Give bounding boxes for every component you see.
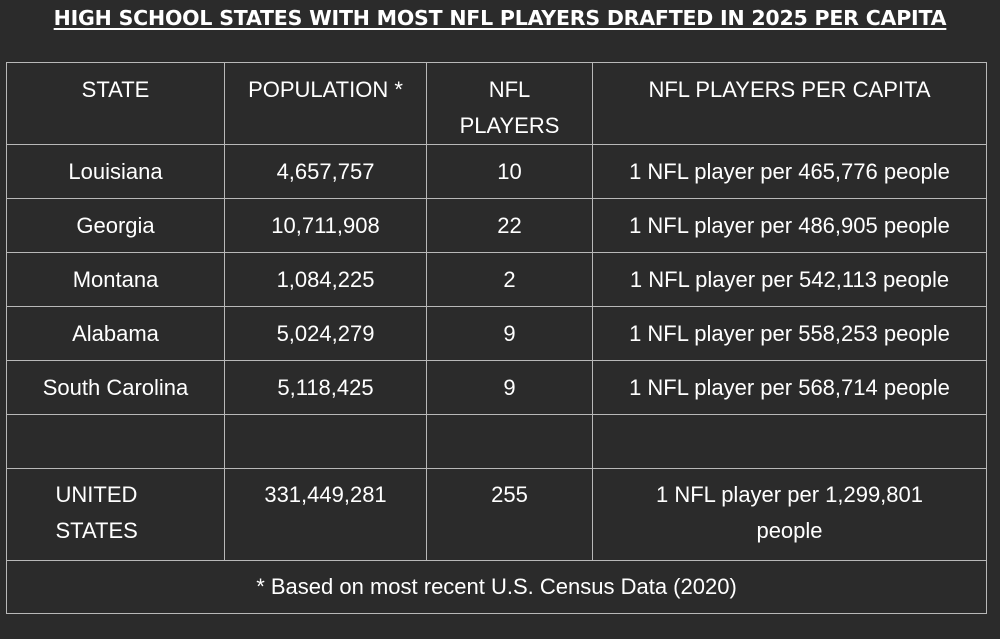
blank-cell xyxy=(592,414,987,469)
column-header-state: STATE xyxy=(6,62,225,145)
blank-row xyxy=(6,414,987,469)
footnote-row: * Based on most recent U.S. Census Data … xyxy=(6,560,987,614)
total-per-capita: 1 NFL player per 1,299,801 people xyxy=(592,468,987,561)
cell-state: Alabama xyxy=(6,306,225,361)
blank-cell xyxy=(224,414,427,469)
header-row: STATE POPULATION * NFL PLAYERS NFL PLAYE… xyxy=(6,62,987,145)
cell-per-capita: 1 NFL player per 568,714 people xyxy=(592,360,987,415)
cell-nfl-players: 22 xyxy=(426,198,593,253)
total-population: 331,449,281 xyxy=(224,468,427,561)
cell-population: 5,024,279 xyxy=(224,306,427,361)
blank-cell xyxy=(426,414,593,469)
cell-population: 5,118,425 xyxy=(224,360,427,415)
cell-per-capita: 1 NFL player per 542,113 people xyxy=(592,252,987,307)
cell-population: 4,657,757 xyxy=(224,144,427,199)
table-row: Montana 1,084,225 2 1 NFL player per 542… xyxy=(6,252,987,307)
column-header-population: POPULATION * xyxy=(224,62,427,145)
table-row: Alabama 5,024,279 9 1 NFL player per 558… xyxy=(6,306,987,361)
cell-state: Montana xyxy=(6,252,225,307)
table-row: Georgia 10,711,908 22 1 NFL player per 4… xyxy=(6,198,987,253)
page-title: HIGH SCHOOL STATES WITH MOST NFL PLAYERS… xyxy=(53,6,947,30)
total-state: UNITED STATES xyxy=(6,468,225,561)
total-nfl-players: 255 xyxy=(426,468,593,561)
cell-nfl-players: 9 xyxy=(426,360,593,415)
total-row: UNITED STATES 331,449,281 255 1 NFL play… xyxy=(6,468,987,561)
cell-state: Georgia xyxy=(6,198,225,253)
footnote: * Based on most recent U.S. Census Data … xyxy=(6,560,987,614)
blank-cell xyxy=(6,414,225,469)
cell-per-capita: 1 NFL player per 558,253 people xyxy=(592,306,987,361)
column-header-nfl-players: NFL PLAYERS xyxy=(426,62,593,145)
cell-state: Louisiana xyxy=(6,144,225,199)
cell-population: 10,711,908 xyxy=(224,198,427,253)
cell-per-capita: 1 NFL player per 465,776 people xyxy=(592,144,987,199)
cell-nfl-players: 2 xyxy=(426,252,593,307)
cell-population: 1,084,225 xyxy=(224,252,427,307)
table-row: Louisiana 4,657,757 10 1 NFL player per … xyxy=(6,144,987,199)
column-header-per-capita: NFL PLAYERS PER CAPITA xyxy=(592,62,987,145)
data-table: STATE POPULATION * NFL PLAYERS NFL PLAYE… xyxy=(6,62,987,614)
cell-nfl-players: 10 xyxy=(426,144,593,199)
table-row: South Carolina 5,118,425 9 1 NFL player … xyxy=(6,360,987,415)
cell-nfl-players: 9 xyxy=(426,306,593,361)
cell-per-capita: 1 NFL player per 486,905 people xyxy=(592,198,987,253)
cell-state: South Carolina xyxy=(6,360,225,415)
